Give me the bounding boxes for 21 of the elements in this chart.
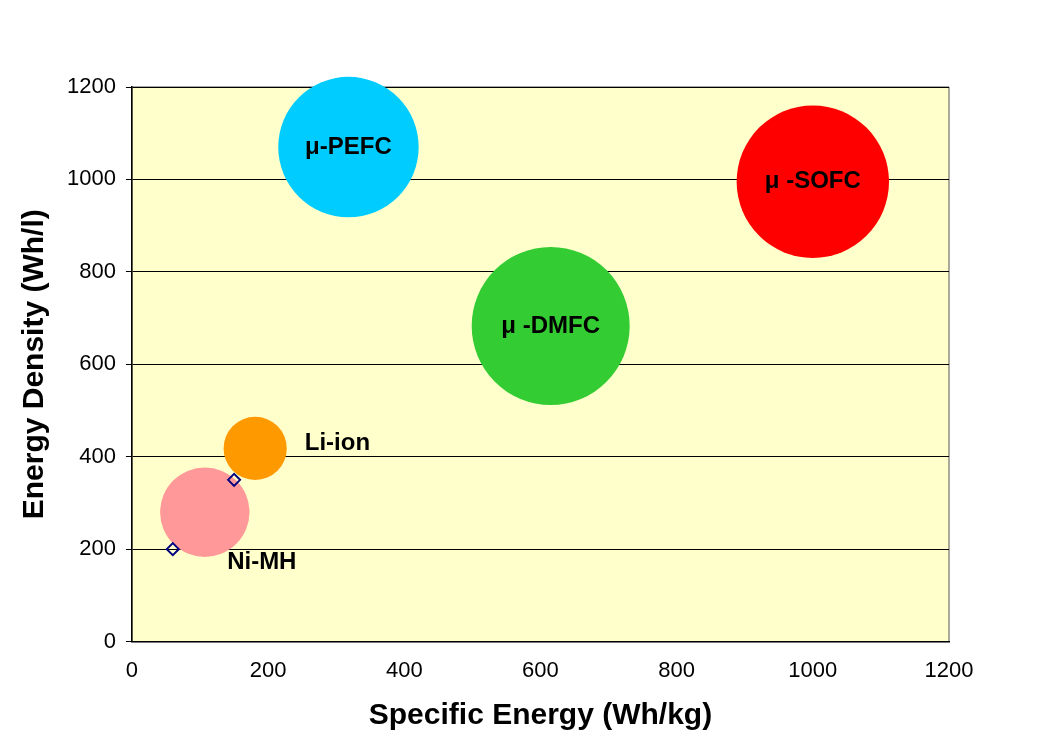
series-label: Li-ion [304, 428, 371, 456]
x-tick-label: 200 [249, 656, 287, 682]
x-tick-label: 1000 [788, 656, 838, 682]
y-axis-title: Energy Density (Wh/l) [16, 209, 50, 520]
x-tick-label: 800 [658, 656, 696, 682]
series-label: Ni-MH [227, 546, 297, 574]
x-axis-title: Specific Energy (Wh/kg) [368, 697, 713, 731]
series-label: μ -DMFC [501, 310, 601, 338]
y-tick-label: 800 [79, 257, 116, 283]
x-tick-label: 400 [385, 656, 423, 682]
y-tick-label: 1000 [66, 165, 116, 191]
series-label: μ -SOFC [764, 166, 861, 194]
y-tick-label: 0 [103, 627, 116, 653]
y-tick-label: 200 [79, 535, 116, 561]
y-tick-label: 400 [79, 442, 116, 468]
y-tick-label: 1200 [66, 73, 116, 99]
x-tick-label: 1200 [924, 656, 974, 682]
x-tick-label: 0 [125, 656, 139, 682]
series-label: μ-PEFC [305, 131, 392, 159]
x-tick-label: 600 [522, 656, 559, 682]
y-tick-label: 600 [79, 350, 116, 376]
